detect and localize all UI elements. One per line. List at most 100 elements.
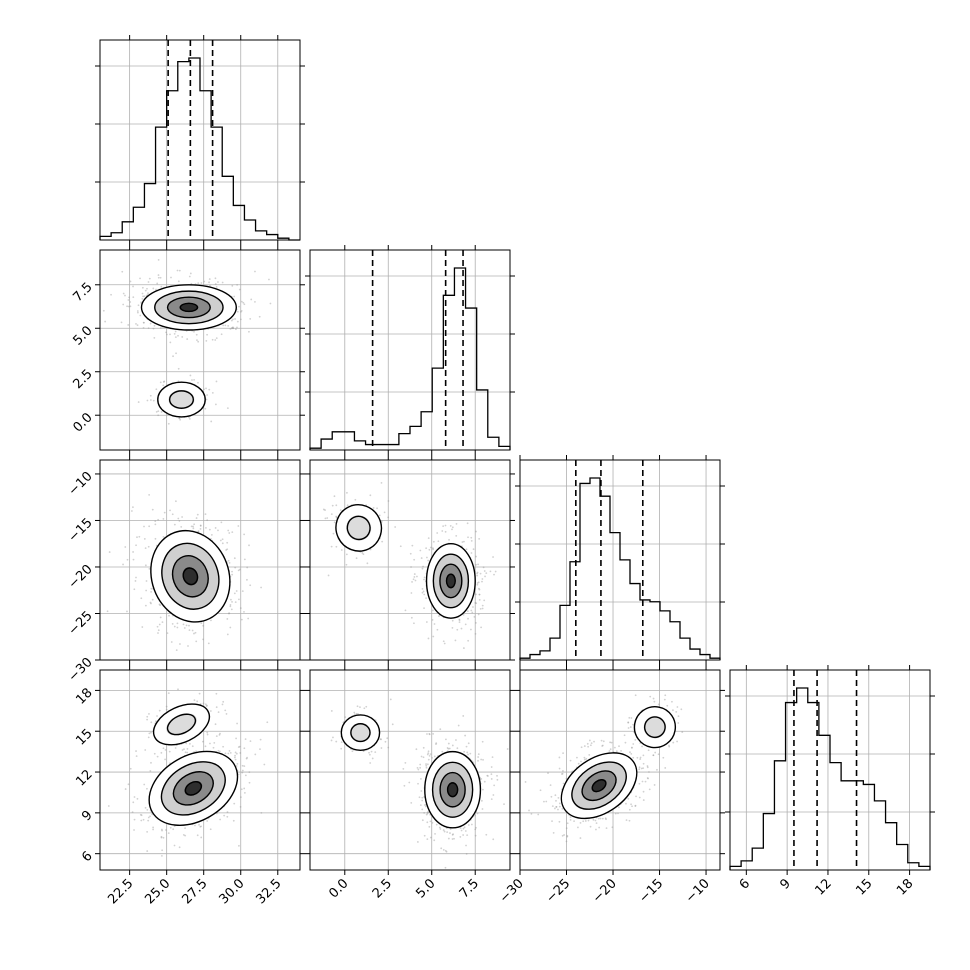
- sample-point: [569, 819, 572, 821]
- sample-point: [202, 624, 205, 627]
- sample-point: [635, 795, 637, 798]
- sample-point: [426, 811, 429, 814]
- sample-point: [387, 516, 390, 519]
- sample-point: [475, 622, 477, 624]
- sample-point: [353, 711, 356, 714]
- sample-point: [148, 493, 151, 496]
- sample-point: [222, 700, 225, 703]
- sample-point: [550, 795, 553, 798]
- sample-point: [231, 284, 234, 287]
- sample-point: [233, 592, 236, 595]
- sample-point: [629, 751, 631, 754]
- sample-point: [229, 605, 232, 608]
- sample-point: [461, 541, 464, 543]
- sample-point: [233, 295, 236, 298]
- sample-point: [676, 740, 678, 743]
- y-tick-label: 0.0: [70, 410, 95, 435]
- sample-point: [466, 751, 469, 754]
- sample-point: [587, 745, 590, 748]
- x-tick-label: 6: [737, 876, 753, 892]
- sample-point: [132, 506, 134, 509]
- sample-point: [196, 513, 199, 516]
- sample-point: [663, 698, 666, 701]
- sample-point: [628, 808, 631, 811]
- sample-point: [680, 708, 683, 711]
- sample-point: [399, 545, 402, 548]
- sample-point: [245, 757, 248, 760]
- sample-point: [416, 766, 419, 769]
- sample-point: [215, 706, 218, 709]
- sample-point: [150, 721, 153, 724]
- sample-point: [136, 310, 139, 312]
- sample-point: [238, 288, 241, 291]
- sample-point: [238, 745, 241, 748]
- sample-point: [476, 583, 479, 586]
- sample-point: [154, 523, 157, 526]
- sample-point: [165, 331, 167, 334]
- x-tick-label: −30: [497, 876, 527, 906]
- sample-point: [197, 282, 200, 284]
- sample-point: [411, 581, 413, 583]
- sample-point: [631, 746, 633, 749]
- sample-point: [126, 610, 128, 613]
- sample-point: [609, 741, 611, 744]
- sample-point: [108, 551, 111, 553]
- sample-point: [437, 540, 440, 543]
- sample-point: [230, 598, 232, 601]
- sample-point: [384, 740, 387, 743]
- sample-point: [133, 796, 136, 798]
- sample-point: [243, 533, 246, 536]
- sample-point: [421, 819, 424, 822]
- sample-point: [208, 528, 211, 531]
- sample-point: [463, 540, 465, 543]
- sample-point: [127, 324, 130, 326]
- sample-point: [557, 796, 560, 799]
- sample-point: [420, 755, 423, 758]
- sample-point: [191, 379, 193, 381]
- sample-point: [192, 525, 194, 528]
- y-tick-label: −30: [66, 655, 96, 685]
- sample-point: [333, 495, 336, 498]
- sample-point: [432, 635, 435, 638]
- sample-point: [476, 571, 479, 574]
- sample-point: [140, 819, 143, 822]
- x-tick-label: 32.5: [254, 876, 285, 907]
- sample-point: [446, 831, 449, 834]
- sample-point: [240, 618, 243, 621]
- sample-point: [558, 820, 561, 823]
- sample-point: [246, 566, 249, 569]
- sample-point: [149, 394, 152, 397]
- sample-point: [467, 742, 470, 745]
- y-tick-label: 12: [73, 767, 95, 789]
- sample-point: [165, 708, 168, 711]
- sample-point: [369, 762, 372, 764]
- sample-point: [426, 733, 428, 735]
- sample-point: [456, 628, 459, 631]
- sample-point: [147, 292, 149, 295]
- sample-point: [230, 608, 233, 611]
- sample-point: [432, 732, 435, 735]
- sample-point: [642, 754, 645, 757]
- x-tick-label: 25.0: [142, 876, 173, 907]
- sample-point: [477, 563, 480, 566]
- sample-point: [470, 823, 473, 826]
- sample-point: [628, 819, 631, 822]
- sample-point: [481, 607, 484, 610]
- sample-point: [243, 765, 246, 768]
- sample-point: [554, 794, 557, 797]
- sample-point: [455, 739, 457, 741]
- sample-point: [410, 802, 413, 804]
- sample-point: [203, 388, 205, 391]
- sample-point: [195, 517, 198, 519]
- sample-point: [431, 756, 434, 759]
- sample-point: [599, 817, 602, 820]
- sample-point: [243, 787, 246, 790]
- sample-point: [477, 753, 480, 756]
- sample-point: [625, 819, 628, 822]
- sample-point: [427, 559, 430, 562]
- sample-point: [224, 709, 227, 712]
- sample-point: [152, 327, 155, 330]
- sample-point: [155, 388, 158, 391]
- sample-point: [199, 528, 202, 530]
- sample-point: [387, 500, 390, 502]
